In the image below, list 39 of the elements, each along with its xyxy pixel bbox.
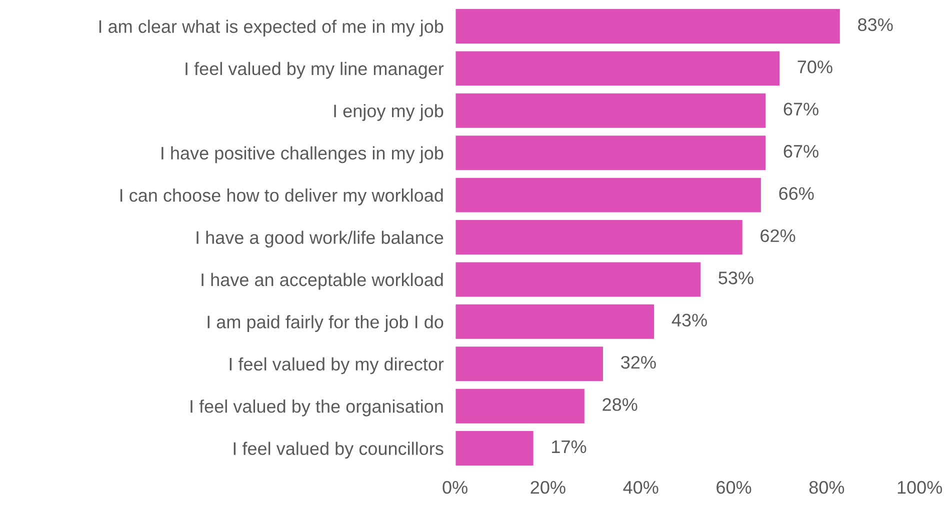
y-tick-label: I have an acceptable workload [202,272,443,290]
y-tick-label: I feel valued by the organisation [190,400,443,416]
data-label: 83% [858,18,893,32]
bar [455,50,781,88]
y-tick-label: I feel valued by my director [230,357,444,374]
y-tick-label: I have positive challenges in my job [162,146,444,164]
data-label: 43% [672,314,707,327]
y-tick-label: I feel valued by my line manager [186,62,444,79]
bar [455,176,762,214]
bar [455,260,702,298]
data-label: 62% [760,229,796,242]
data-label: 32% [621,356,656,369]
data-label: 67% [784,102,818,116]
x-tick-label: 20% [530,480,566,494]
bar [455,134,767,172]
y-tick-label: I can choose how to deliver my workload [120,188,443,206]
x-tick-label: 100% [898,480,942,494]
data-label: 53% [718,272,754,284]
bar [455,430,535,467]
bar [455,345,604,383]
x-tick-label: 40% [623,480,658,494]
data-label: 17% [552,440,586,454]
bar [455,387,586,425]
x-tick-label: 80% [809,480,844,494]
bar [455,92,767,130]
x-tick-label: 60% [716,480,752,494]
data-label: 70% [798,60,832,74]
y-tick-label: I am clear what is expected of me in my job [99,20,444,37]
bar [455,8,842,45]
bar [455,218,744,256]
data-label: 28% [602,398,638,411]
data-label: 67% [784,144,818,158]
y-tick-label: I feel valued by councillors [234,442,444,459]
data-label: 66% [779,187,814,200]
y-tick-label: I have a good work/life balance [196,230,444,248]
x-tick-label: 0% [442,480,468,494]
y-tick-label: I enjoy my job [334,104,444,121]
y-tick-label: I am paid fairly for the job I do [208,315,444,332]
bar [455,303,656,340]
